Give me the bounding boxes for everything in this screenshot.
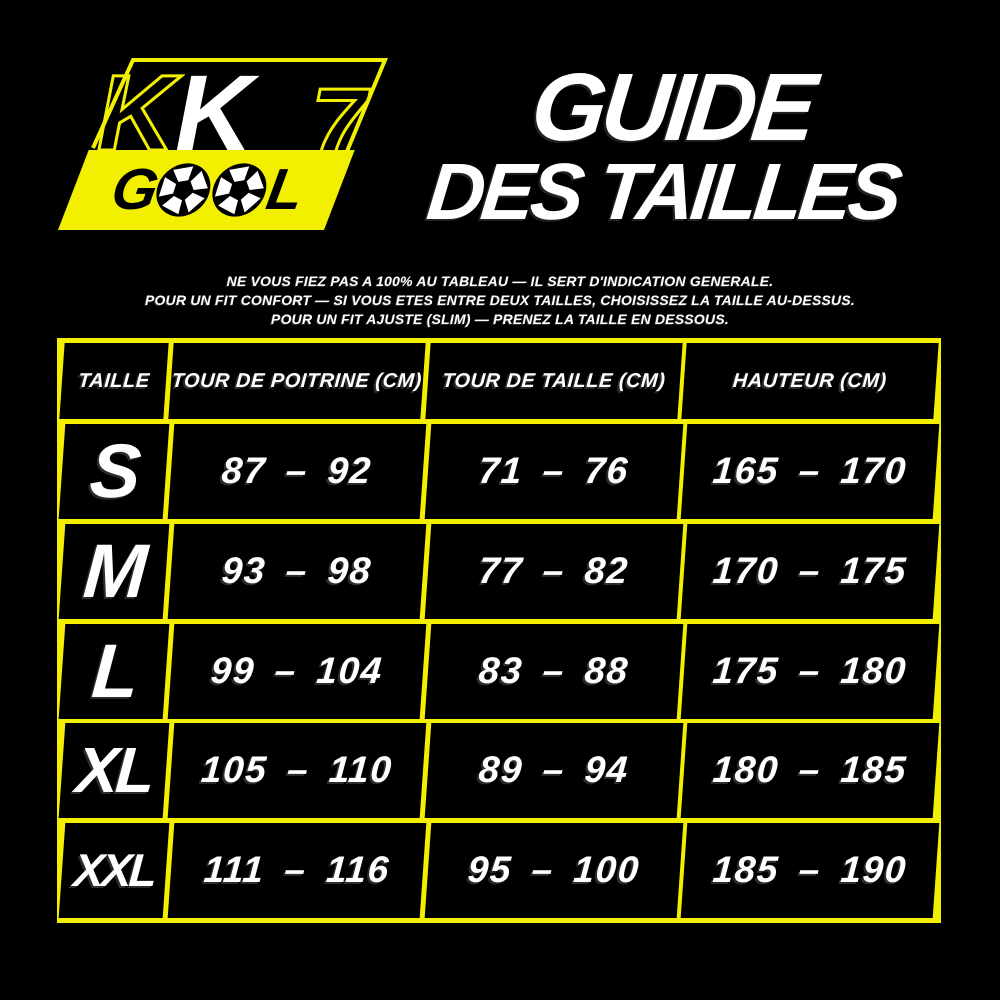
soccer-ball-icon xyxy=(156,163,211,217)
chest-cell-m: 93 – 98 xyxy=(167,523,426,619)
size-cell-xl: XL xyxy=(58,723,170,819)
header-tour-de-taille: TOUR DE TAILLE (CM) xyxy=(424,343,682,419)
disclaimer: NE VOUS FIEZ PAS A 100% AU TABLEAU — IL … xyxy=(0,272,1000,329)
header-tour-de-poitrine: TOUR DE POITRINE (CM) xyxy=(168,343,426,419)
gool-letter-g: G xyxy=(106,157,161,222)
disclaimer-line1: NE VOUS FIEZ PAS A 100% AU TABLEAU — IL … xyxy=(226,273,774,289)
logo-frame-line xyxy=(91,58,388,157)
page-title: GUIDE DES TAILLES xyxy=(386,54,949,237)
size-cell-l: L xyxy=(58,623,170,719)
waist-cell-xl: 89 – 94 xyxy=(424,723,683,819)
chest-cell-xl: 105 – 110 xyxy=(167,723,426,819)
waist-cell-l: 83 – 88 xyxy=(424,623,683,719)
soccer-ball-icon xyxy=(212,163,267,217)
chest-cell-l: 99 – 104 xyxy=(167,623,426,719)
size-cell-s: S xyxy=(58,424,170,519)
gool-letter-l: L xyxy=(261,157,307,222)
waist-cell-m: 77 – 82 xyxy=(424,523,683,619)
logo-gool-text: G L xyxy=(106,157,307,222)
waist-cell-s: 71 – 76 xyxy=(424,424,683,519)
height-cell-m: 170 – 175 xyxy=(681,523,940,619)
brand-logo: K K 7 G xyxy=(45,52,410,242)
size-cell-xxl: XXL xyxy=(58,823,170,918)
height-cell-s: 165 – 170 xyxy=(681,424,940,519)
chest-cell-s: 87 – 92 xyxy=(167,424,426,519)
logo-gool-band: G L xyxy=(58,150,355,230)
height-cell-xxl: 185 – 190 xyxy=(681,823,940,918)
title-line1: GUIDE xyxy=(526,54,817,161)
chest-cell-xxl: 111 – 116 xyxy=(167,823,426,918)
disclaimer-line3: POUR UN FIT AJUSTE (SLIM) — PRENEZ LA TA… xyxy=(271,311,729,328)
size-cell-m: M xyxy=(58,523,170,619)
height-cell-l: 175 – 180 xyxy=(681,623,940,719)
size-table: TAILLE TOUR DE POITRINE (CM) TOUR DE TAI… xyxy=(57,338,941,923)
disclaimer-line2: POUR UN FIT CONFORT — SI VOUS ETES ENTRE… xyxy=(145,292,855,309)
header-hauteur: HAUTEUR (CM) xyxy=(681,343,939,419)
header-taille: TAILLE xyxy=(59,343,169,419)
waist-cell-xxl: 95 – 100 xyxy=(424,823,683,918)
title-line2: DES TAILLES xyxy=(423,147,903,237)
height-cell-xl: 180 – 185 xyxy=(681,723,940,819)
logo-kk7-graphic: K K 7 xyxy=(91,52,388,182)
